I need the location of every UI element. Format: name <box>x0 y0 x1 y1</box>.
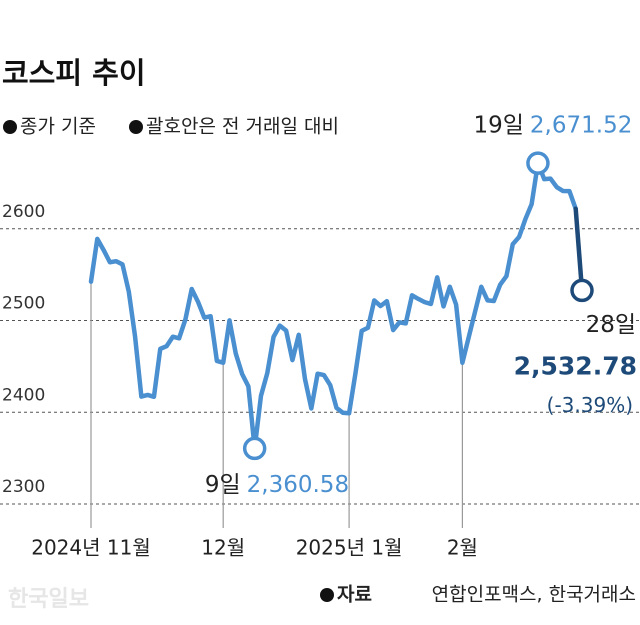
point-label: 19일 <box>473 113 523 139</box>
value-label: 2,671.52 <box>530 113 632 139</box>
line <box>88 160 578 451</box>
point-marker <box>570 278 594 303</box>
note-bullet <box>3 120 17 134</box>
change-label: (-3.39%) <box>547 393 633 417</box>
point-label: 9일 <box>205 472 241 498</box>
note: 종가 기준 <box>20 116 96 138</box>
point-marker <box>242 436 267 461</box>
chart-title: 코스피 추이 <box>2 56 146 90</box>
x-tick-label: 2024년 11월 <box>31 536 151 560</box>
source-bullet <box>320 588 334 602</box>
y-tick-label: 2500 <box>2 294 45 314</box>
value-label: 2,360.58 <box>247 472 349 498</box>
watermark: 한국일보 <box>8 587 89 612</box>
note-bullet <box>129 120 143 134</box>
value-label: 2,532.78 <box>514 351 637 380</box>
note: 괄호안은 전 거래일 대비 <box>146 116 339 138</box>
point-marker <box>526 151 550 175</box>
y-tick-label: 2300 <box>2 477 45 497</box>
x-tick-label: 2월 <box>447 536 478 560</box>
point-label: 28일 <box>586 312 636 338</box>
source: 연합인포맥스, 한국거래소 <box>432 584 636 606</box>
x-tick-label: 2025년 1월 <box>296 536 403 560</box>
y-tick-label: 2400 <box>2 385 45 405</box>
line-highlight <box>573 206 585 293</box>
y-tick-label: 2600 <box>2 202 45 222</box>
source-label: 자료 <box>337 584 372 606</box>
x-tick-label: 12월 <box>201 536 245 560</box>
